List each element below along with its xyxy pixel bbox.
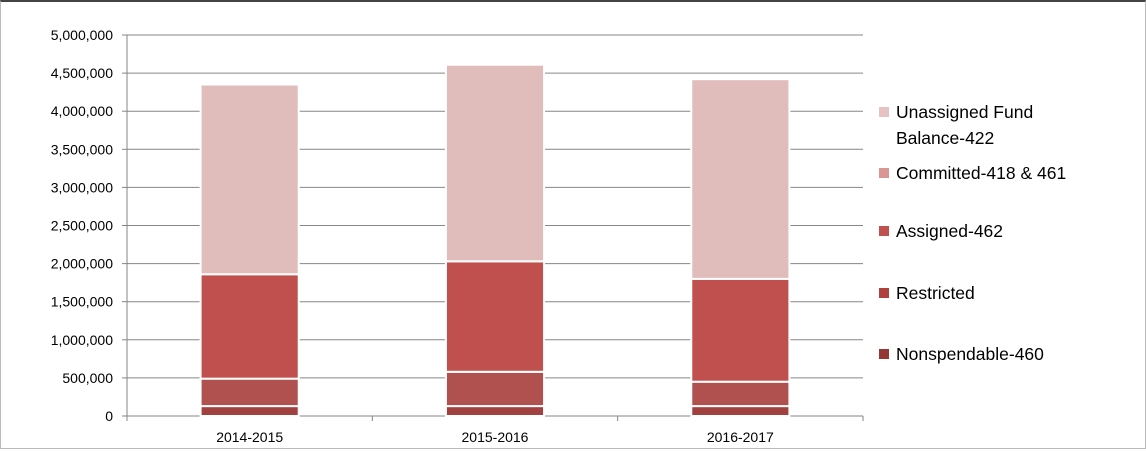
y-tick-label: 1,000,000 — [51, 332, 113, 348]
legend-label: Balance-422 — [896, 128, 994, 148]
legend-swatch — [879, 288, 889, 298]
legend-swatch — [879, 349, 889, 359]
x-tick-label: 2016-2017 — [707, 429, 774, 445]
bar-segment — [690, 405, 791, 417]
legend: Unassigned Fund Balance-422 Committed-418 … — [879, 102, 1066, 364]
legend-label: Restricted — [896, 283, 975, 303]
y-tick-labels: 0 500,000 1,000,000 1,500,000 2,000,000 2,500… — [51, 27, 114, 424]
bar-segment — [199, 377, 300, 408]
x-tick-label: 2014-2015 — [216, 429, 283, 445]
legend-label: Committed-418 & 461 — [896, 163, 1066, 183]
y-tick-label: 500,000 — [62, 370, 113, 386]
x-tick-labels: 2014-2015 2015-2016 2016-2017 — [216, 429, 774, 445]
bar-segment — [444, 260, 546, 373]
y-tick-label: 2,500,000 — [51, 218, 113, 234]
legend-swatch — [879, 107, 889, 117]
x-tick-label: 2015-2016 — [462, 429, 529, 445]
y-tick-label: 4,500,000 — [51, 65, 113, 81]
y-tick-label: 1,500,000 — [51, 294, 113, 310]
legend-label: Assigned-462 — [896, 221, 1003, 241]
bar-segment — [690, 78, 791, 280]
bar-segment — [199, 83, 300, 276]
bar-segment — [199, 405, 300, 417]
bar-segment — [444, 63, 546, 263]
y-tick-label: 2,000,000 — [51, 256, 113, 272]
legend-swatch — [879, 226, 889, 236]
bar-segment — [444, 405, 546, 417]
y-tick-label: 5,000,000 — [51, 27, 113, 43]
y-tick-label: 3,500,000 — [51, 141, 113, 157]
bar-segment — [690, 380, 791, 408]
legend-label: Nonspendable-460 — [896, 344, 1044, 364]
bar-segment — [690, 277, 791, 383]
legend-swatch — [879, 168, 889, 178]
y-tick-label: 0 — [105, 408, 113, 424]
bar-segment — [199, 273, 300, 380]
y-tick-label: 3,000,000 — [51, 179, 113, 195]
bars — [199, 63, 791, 417]
legend-label: Unassigned Fund — [896, 102, 1033, 122]
bar-segment — [444, 370, 546, 408]
y-tick-label: 4,000,000 — [51, 103, 113, 119]
